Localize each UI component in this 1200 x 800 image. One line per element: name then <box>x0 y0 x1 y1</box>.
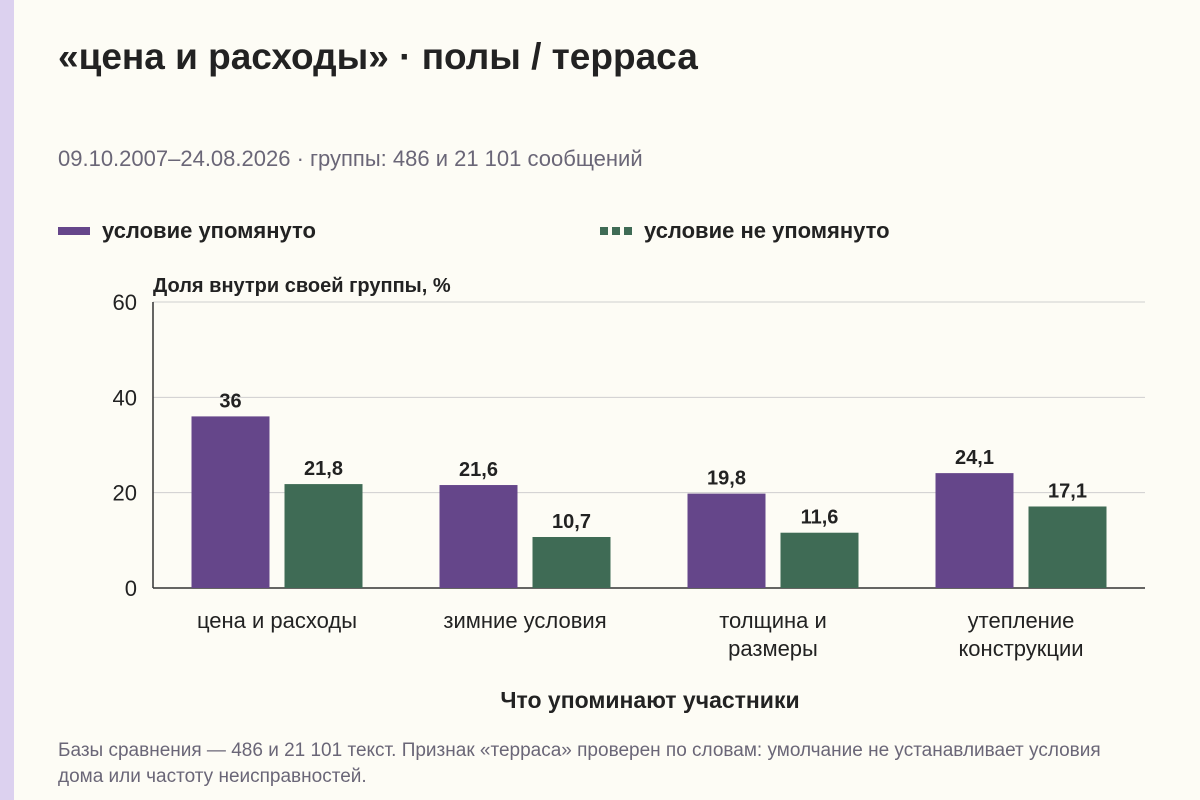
legend-swatch-dashed <box>600 227 632 235</box>
bar-mentioned <box>935 473 1014 588</box>
y-tick-label: 0 <box>125 576 137 601</box>
data-label: 21,6 <box>459 459 498 481</box>
legend-item-not-mentioned: условие не упомянуто <box>600 218 890 244</box>
x-category-label: размеры <box>728 636 818 661</box>
x-category-label: цена и расходы <box>197 608 357 633</box>
bar-not-mentioned <box>284 484 363 588</box>
x-category-label: утепление <box>968 608 1075 633</box>
data-label: 36 <box>219 390 241 412</box>
x-category-label: толщина и <box>719 608 827 633</box>
x-category-label: конструкции <box>958 636 1083 661</box>
y-axis-label: Доля внутри своей группы, % <box>153 275 451 297</box>
data-label: 19,8 <box>707 468 746 490</box>
x-category-label: зимние условия <box>443 608 606 633</box>
y-tick-label: 60 <box>113 290 137 315</box>
chart-subtitle: 09.10.2007–24.08.2026 · группы: 486 и 21… <box>58 146 643 171</box>
y-tick-label: 20 <box>113 481 137 506</box>
data-label: 17,1 <box>1048 480 1087 502</box>
data-label: 10,7 <box>552 511 591 533</box>
data-label: 11,6 <box>801 507 839 529</box>
bar-not-mentioned <box>532 536 611 588</box>
legend-label-not-mentioned: условие не упомянуто <box>644 218 890 243</box>
bar-not-mentioned <box>1028 506 1107 588</box>
bar-mentioned <box>687 493 766 588</box>
legend-label-mentioned: условие упомянуто <box>102 218 316 243</box>
bar-mentioned <box>439 485 518 588</box>
bar-mentioned <box>191 416 270 588</box>
legend-item-mentioned: условие упомянуто <box>58 218 316 244</box>
legend-swatch-solid <box>58 227 90 235</box>
bar-not-mentioned <box>780 532 859 588</box>
y-tick-label: 40 <box>113 385 137 410</box>
chart-title: «цена и расходы» · полы / терраса <box>58 36 698 77</box>
left-accent-bar <box>0 0 14 800</box>
footnote: Базы сравнения — 486 и 21 101 текст. При… <box>58 740 1101 787</box>
data-label: 21,8 <box>304 458 343 480</box>
x-axis-label: Что упоминают участники <box>500 687 799 713</box>
data-label: 24,1 <box>955 447 994 469</box>
